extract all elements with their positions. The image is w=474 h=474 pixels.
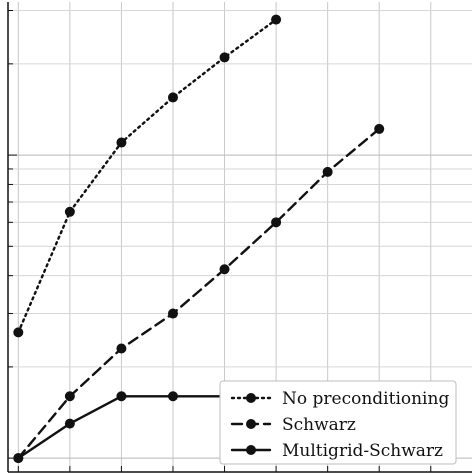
data-point: [374, 123, 385, 134]
data-point: [271, 14, 282, 25]
legend-label-multigrid-schwarz: Multigrid-Schwarz: [282, 441, 443, 461]
axes: [7, 2, 472, 473]
data-point: [322, 166, 333, 177]
series-line: [17, 127, 381, 460]
data-point: [116, 137, 127, 148]
legend-label-no-preconditioning: No preconditioning: [282, 389, 449, 409]
data-point: [64, 206, 75, 217]
data-point: [116, 391, 127, 402]
legend-box: [219, 380, 457, 465]
data-point: [271, 217, 282, 228]
data-point: [64, 418, 75, 429]
series-0: [13, 14, 282, 338]
data-point: [167, 308, 178, 319]
data-point: [64, 391, 75, 402]
legend-samples: [230, 393, 272, 455]
legend-sample-marker: [246, 445, 256, 455]
legend: No preconditioning Schwarz Multigrid-Sch…: [219, 380, 457, 465]
data-point: [167, 391, 178, 402]
data-point: [116, 343, 127, 354]
data-point: [13, 327, 24, 338]
legend-sample-marker: [246, 393, 256, 403]
legend-sample-marker: [246, 419, 256, 429]
data-point: [219, 264, 230, 275]
legend-label-schwarz: Schwarz: [282, 415, 356, 435]
data-point: [13, 453, 24, 464]
data-point: [167, 92, 178, 103]
data-point: [219, 52, 230, 63]
series-line: [17, 18, 278, 334]
